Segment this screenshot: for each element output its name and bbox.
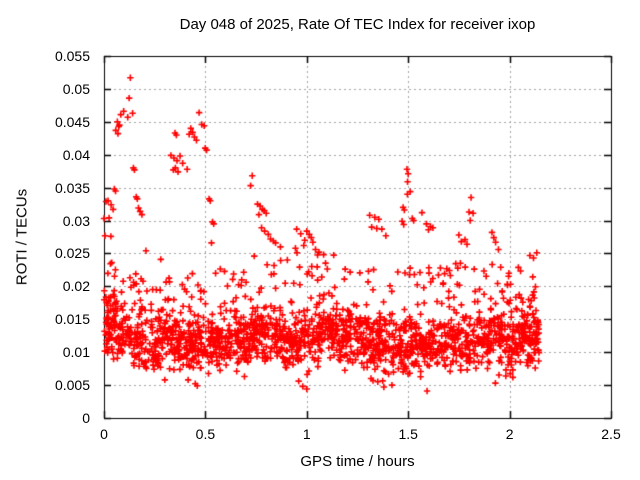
chart-title: Day 048 of 2025, Rate Of TEC Index for r… <box>179 16 536 33</box>
y-tick-label: 0.005 <box>54 377 90 394</box>
x-tick-label: 2 <box>505 426 514 442</box>
x-tick-label: 1.5 <box>398 426 418 442</box>
y-tick-label: 0.045 <box>54 113 90 130</box>
x-tick-label: 0 <box>100 426 108 442</box>
y-tick-label: 0.01 <box>62 344 90 361</box>
x-tick-label: 2.5 <box>601 426 621 442</box>
y-tick-label: 0.055 <box>54 48 90 64</box>
y-tick-label: 0.015 <box>54 311 90 328</box>
y-tick-label: 0 <box>82 410 90 426</box>
y-tick-label: 0.05 <box>62 80 90 97</box>
y-tick-label: 0.035 <box>54 179 90 196</box>
x-axis-title: GPS time / hours <box>300 453 415 470</box>
x-tick-label: 1 <box>302 426 311 442</box>
y-tick-label: 0.025 <box>54 245 90 262</box>
y-axis-title: ROTI / TECUs <box>13 188 31 286</box>
y-tick-label: 0.02 <box>62 278 90 295</box>
y-tick-label: 0.03 <box>62 212 90 229</box>
y-tick-label: 0.04 <box>62 146 90 163</box>
x-tick-label: 0.5 <box>195 426 216 442</box>
